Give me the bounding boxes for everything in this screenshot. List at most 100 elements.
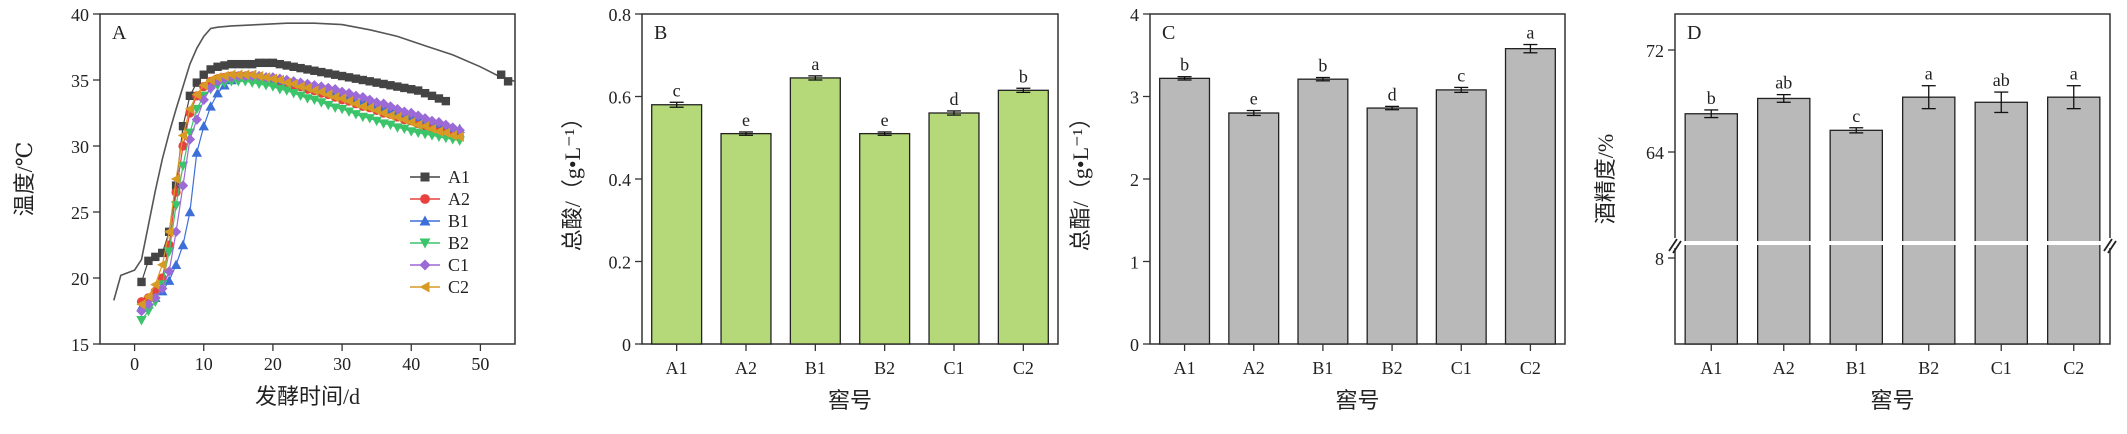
data-point bbox=[136, 316, 147, 326]
bar-b2 bbox=[1366, 107, 1418, 345]
data-point bbox=[206, 65, 215, 74]
data-point bbox=[275, 59, 285, 69]
legend-label: A1 bbox=[448, 167, 470, 187]
bar-a1 bbox=[651, 104, 703, 345]
data-point bbox=[358, 75, 368, 85]
data-point bbox=[399, 106, 410, 117]
significance-letter: d bbox=[1388, 84, 1397, 104]
data-point bbox=[137, 277, 146, 287]
x-tick-label: C2 bbox=[1520, 358, 1541, 378]
data-point bbox=[184, 134, 196, 145]
data-point bbox=[184, 206, 196, 217]
data-point bbox=[323, 82, 334, 94]
data-point bbox=[303, 65, 312, 74]
data-point bbox=[151, 252, 160, 262]
bar-c1 bbox=[928, 112, 980, 345]
significance-letter: ab bbox=[1993, 70, 2010, 90]
data-point bbox=[324, 69, 333, 78]
data-point bbox=[371, 97, 382, 108]
x-tick-label: 50 bbox=[471, 354, 489, 374]
data-point bbox=[158, 248, 167, 258]
x-tick-label: C1 bbox=[1991, 358, 2012, 378]
x-tick-label: A2 bbox=[735, 358, 757, 378]
data-point bbox=[184, 103, 195, 115]
data-point bbox=[309, 80, 320, 91]
bar-b1 bbox=[1297, 78, 1349, 345]
data-point bbox=[268, 58, 278, 68]
data-point bbox=[343, 107, 355, 117]
data-point bbox=[219, 70, 229, 82]
significance-letter: a bbox=[1925, 64, 1933, 84]
data-point bbox=[163, 275, 175, 285]
data-point bbox=[240, 69, 250, 80]
data-point bbox=[177, 180, 189, 191]
data-point bbox=[454, 131, 464, 142]
bar-c2 bbox=[997, 89, 1049, 345]
significance-letter: b bbox=[1318, 56, 1327, 76]
data-point bbox=[343, 88, 355, 99]
axis-break-mark bbox=[2107, 240, 2117, 254]
data-point bbox=[163, 266, 175, 277]
x-tick-label: A1 bbox=[666, 358, 688, 378]
data-point bbox=[191, 104, 203, 115]
data-point bbox=[434, 94, 444, 103]
data-point bbox=[267, 82, 279, 92]
data-point bbox=[143, 306, 154, 317]
legend-marker bbox=[419, 259, 431, 271]
data-point bbox=[281, 77, 291, 88]
y-tick-label: 2 bbox=[1130, 170, 1139, 190]
data-point bbox=[205, 82, 216, 94]
data-point bbox=[233, 77, 244, 87]
legend-label: C2 bbox=[448, 277, 469, 297]
data-point bbox=[316, 98, 327, 108]
significance-letter: e bbox=[1250, 89, 1258, 109]
axis-break-band bbox=[1676, 241, 2109, 245]
panel-frame bbox=[1674, 13, 2111, 345]
axis-break-mark bbox=[1668, 238, 1678, 252]
data-point bbox=[365, 77, 374, 86]
series-a2 bbox=[136, 71, 465, 307]
significance-letter: e bbox=[742, 110, 750, 130]
data-point bbox=[143, 291, 153, 302]
data-point bbox=[150, 292, 161, 303]
data-point bbox=[302, 78, 313, 90]
x-tick-label: A2 bbox=[1773, 358, 1795, 378]
y-tick-label: 64 bbox=[1646, 143, 1664, 163]
significance-letter: c bbox=[1457, 65, 1465, 85]
y-axis-label: 总酸/（g•L⁻¹） bbox=[560, 107, 585, 251]
data-point bbox=[213, 62, 222, 71]
data-point bbox=[212, 88, 223, 98]
significance-letter: ab bbox=[1775, 73, 1792, 93]
bar-b1 bbox=[1829, 129, 1884, 345]
bar-a2 bbox=[720, 132, 772, 345]
data-point bbox=[371, 116, 382, 127]
data-point bbox=[385, 110, 395, 121]
x-tick-label: 10 bbox=[195, 354, 213, 374]
panel-frame bbox=[641, 13, 1059, 345]
bar-a1 bbox=[1684, 113, 1739, 345]
data-point bbox=[144, 256, 153, 266]
axis-break-mark bbox=[1672, 240, 1682, 254]
data-point bbox=[261, 58, 271, 68]
data-point bbox=[157, 259, 167, 270]
x-tick-label: 0 bbox=[130, 354, 139, 374]
data-point bbox=[372, 78, 381, 87]
data-point bbox=[254, 58, 264, 68]
data-point bbox=[234, 59, 243, 69]
y-tick-label: 72 bbox=[1646, 41, 1664, 61]
data-point bbox=[400, 83, 409, 93]
y-axis-label: 酒精度/% bbox=[1593, 134, 1618, 224]
data-point bbox=[143, 299, 154, 310]
significance-letter: b bbox=[1707, 88, 1716, 108]
data-point bbox=[198, 121, 209, 131]
data-point bbox=[157, 283, 168, 294]
data-point bbox=[350, 90, 362, 102]
data-point bbox=[357, 101, 368, 112]
x-tick-label: B1 bbox=[1846, 358, 1867, 378]
panel-c: 0 1 2 3 4 b A1 e A2 b B1 d B2 c C1 a C2 C 窖号 总酯/（g•L⁻¹） bbox=[1068, 5, 1566, 413]
data-point bbox=[385, 120, 396, 131]
x-tick-label: B1 bbox=[1312, 358, 1333, 378]
data-point bbox=[412, 119, 423, 131]
y-tick-label: 0.6 bbox=[609, 88, 632, 108]
